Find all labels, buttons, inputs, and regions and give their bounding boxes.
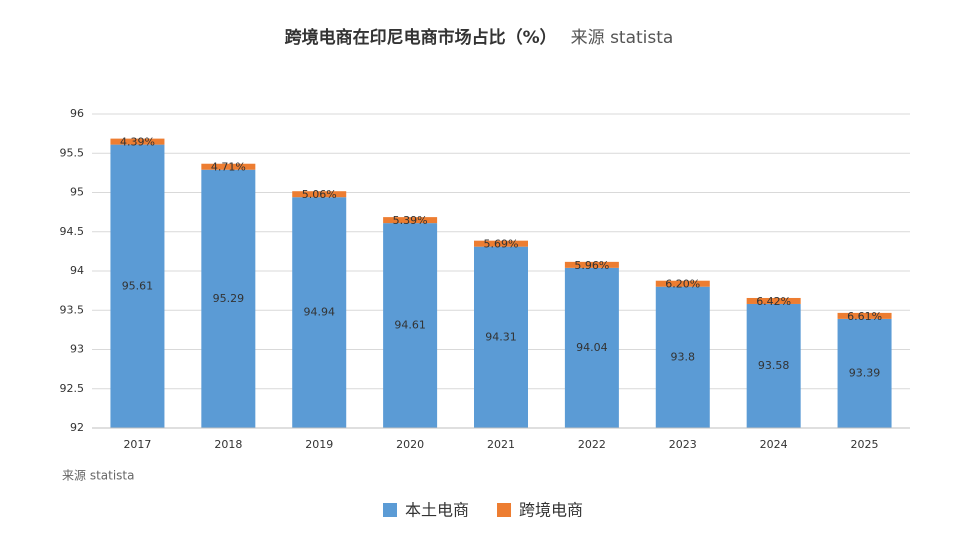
bar-segment <box>655 286 710 428</box>
legend-swatch <box>383 503 397 517</box>
x-tick-label: 2020 <box>396 438 424 451</box>
data-label: 6.61% <box>847 310 882 323</box>
y-tick-label: 93.5 <box>60 303 85 316</box>
data-label: 95.61 <box>122 279 154 292</box>
bar-segment <box>837 318 892 428</box>
bar-segment <box>110 144 165 429</box>
data-label: 94.61 <box>394 319 426 332</box>
data-label: 6.20% <box>665 278 700 291</box>
x-tick-label: 2024 <box>760 438 788 451</box>
data-label: 94.31 <box>485 330 517 343</box>
data-label: 4.71% <box>211 161 246 174</box>
bar-segment <box>564 267 619 428</box>
y-tick-label: 92 <box>70 421 84 434</box>
data-label: 6.42% <box>756 295 791 308</box>
data-label: 94.04 <box>576 341 608 354</box>
bar-segment <box>655 280 710 287</box>
bar-segment <box>474 240 528 247</box>
x-tick-label: 2018 <box>214 438 242 451</box>
x-tick-label: 2017 <box>123 438 151 451</box>
bar-segment <box>746 297 801 304</box>
chart-subtitle: 来源 statista <box>571 28 674 48</box>
bar-segment <box>292 191 347 198</box>
x-tick-label: 2022 <box>578 438 606 451</box>
x-tick-label: 2019 <box>305 438 333 451</box>
bar-segment <box>201 169 256 429</box>
y-tick-label: 93 <box>70 343 84 356</box>
bar-segment <box>837 312 892 319</box>
data-label: 4.39% <box>120 136 155 149</box>
data-label: 5.06% <box>302 188 337 201</box>
y-tick-label: 95.5 <box>60 146 85 159</box>
bar-segment <box>746 303 801 428</box>
y-tick-label: 94.5 <box>60 225 85 238</box>
data-label: 95.29 <box>213 292 245 305</box>
bar-segment <box>564 261 619 268</box>
legend-swatch <box>497 503 512 517</box>
data-label: 5.96% <box>574 259 609 272</box>
y-tick-label: 95 <box>70 186 84 199</box>
y-tick-label: 92.5 <box>60 382 85 395</box>
chart-title: 跨境电商在印尼电商市场占比（%） <box>285 27 557 48</box>
y-tick-label: 96 <box>70 107 84 120</box>
data-label: 94.94 <box>303 306 335 319</box>
data-label: 5.39% <box>393 214 428 227</box>
bar-segment <box>383 217 438 224</box>
legend-label: 本土电商 <box>405 501 469 520</box>
bar-segment <box>292 197 347 428</box>
bar-segment <box>110 138 165 145</box>
data-label: 5.69% <box>484 238 519 251</box>
x-tick-label: 2023 <box>669 438 697 451</box>
bar-segment <box>383 223 438 428</box>
y-tick-label: 94 <box>70 264 84 277</box>
data-label: 93.8 <box>671 350 696 363</box>
x-tick-label: 2021 <box>487 438 515 451</box>
data-label: 93.58 <box>758 359 790 372</box>
bar-segment <box>201 163 256 170</box>
source-note: 来源 statista <box>62 469 134 483</box>
x-tick-label: 2025 <box>851 438 879 451</box>
data-label: 93.39 <box>849 366 881 379</box>
legend-label: 跨境电商 <box>519 501 583 520</box>
bar-segment <box>474 246 528 428</box>
